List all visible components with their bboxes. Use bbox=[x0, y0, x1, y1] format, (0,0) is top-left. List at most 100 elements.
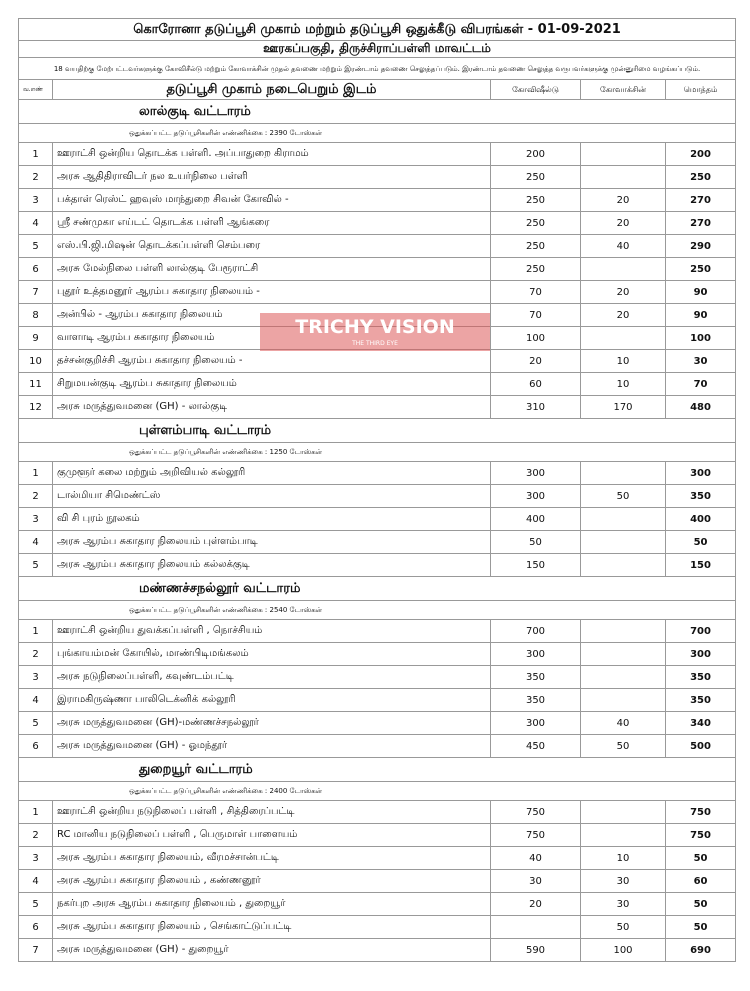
cell-place: இராமகிருஷ்ணா பாலிடெக்னிக் கல்லூரி bbox=[52, 688, 491, 712]
cell-place: வி சி புரம் நூலகம் bbox=[52, 507, 491, 531]
cell-total: 290 bbox=[664, 234, 737, 258]
cell-covishield: 200 bbox=[490, 142, 581, 166]
cell-covaxin bbox=[580, 553, 666, 577]
cell-covaxin: 20 bbox=[580, 280, 666, 304]
table-row: 4 ஸ்ரீ சண்முகா எய்டட் தொடக்க பள்ளி ஆங்கர… bbox=[18, 211, 737, 235]
table-row: 2 புங்காயம்மன் கோயில், மாண்பிடிமங்கலம் 3… bbox=[18, 642, 737, 666]
cell-place: அரசு மேல்நிலை பள்ளி லால்குடி பேரூராட்சி bbox=[52, 257, 491, 281]
table-row: 12 அரசு மருத்துவமனை (GH) - லால்குடி 310 … bbox=[18, 395, 737, 419]
cell-total: 300 bbox=[664, 642, 737, 666]
cell-sno: 4 bbox=[18, 211, 53, 235]
cell-sno: 3 bbox=[18, 846, 53, 870]
cell-covaxin: 30 bbox=[580, 869, 666, 893]
cell-sno: 3 bbox=[18, 188, 53, 212]
cell-total: 500 bbox=[664, 734, 737, 758]
cell-covishield: 350 bbox=[490, 688, 581, 712]
table-row: 10 தச்சன்குறிச்சி ஆரம்ப சுகாதார நிலையம் … bbox=[18, 349, 737, 373]
cell-total: 90 bbox=[664, 303, 737, 327]
cell-covishield: 450 bbox=[490, 734, 581, 758]
cell-total: 350 bbox=[664, 688, 737, 712]
cell-total: 340 bbox=[664, 711, 737, 735]
cell-sno: 1 bbox=[18, 800, 53, 824]
cell-total: 100 bbox=[664, 326, 737, 350]
header-place: தடுப்பூசி முகாம் நடைபெறும் இடம் bbox=[52, 79, 491, 100]
cell-covaxin bbox=[580, 800, 666, 824]
cell-covaxin bbox=[580, 326, 666, 350]
section-header: லால்குடி வட்டாரம் bbox=[17, 99, 737, 124]
cell-covishield: 40 bbox=[490, 846, 581, 870]
cell-place: டால்மியா சிமெண்ட்ஸ் bbox=[52, 484, 491, 508]
cell-covishield: 60 bbox=[490, 372, 581, 396]
cell-covishield: 30 bbox=[490, 869, 581, 893]
cell-total: 30 bbox=[664, 349, 737, 373]
cell-covishield: 100 bbox=[490, 326, 581, 350]
cell-covishield: 50 bbox=[490, 530, 581, 554]
cell-place: அரசு ஆரம்ப சுகாதார நிலையம் , செங்காட்டுப… bbox=[52, 915, 491, 939]
cell-total: 60 bbox=[664, 869, 737, 893]
cell-covishield: 20 bbox=[490, 892, 581, 916]
cell-total: 270 bbox=[664, 211, 737, 235]
cell-covaxin bbox=[580, 257, 666, 281]
table-row: 5 நகர்புற அரசு ஆரம்ப சுகாதார நிலையம் , த… bbox=[18, 892, 737, 916]
cell-sno: 9 bbox=[18, 326, 53, 350]
cell-sno: 10 bbox=[18, 349, 53, 373]
cell-covaxin bbox=[580, 165, 666, 189]
cell-covaxin bbox=[580, 823, 666, 847]
cell-total: 750 bbox=[664, 823, 737, 847]
cell-covaxin: 40 bbox=[580, 234, 666, 258]
cell-covishield: 300 bbox=[490, 642, 581, 666]
cell-sno: 4 bbox=[18, 869, 53, 893]
section-name: துறையூர் வட்டாரம் bbox=[17, 757, 737, 782]
cell-place: புதூர் உத்தமனூர் ஆரம்ப சுகாதார நிலையம் - bbox=[52, 280, 491, 304]
table-row: 5 அரசு மருத்துவமனை (GH)-மண்ணச்சநல்லூர் 3… bbox=[18, 711, 737, 735]
cell-place: அரசு மருத்துவமனை (GH) - லால்குடி bbox=[52, 395, 491, 419]
cell-total: 350 bbox=[664, 665, 737, 689]
cell-covishield: 750 bbox=[490, 800, 581, 824]
table-row: 4 அரசு ஆரம்ப சுகாதார நிலையம் , கண்ணனூர் … bbox=[18, 869, 737, 893]
header-covishield: கோவிஷீல்டு bbox=[490, 79, 581, 100]
page-subtitle: ஊரகப்பகுதி, திருச்சிராப்பள்ளி மாவட்டம் bbox=[17, 40, 737, 58]
cell-place: அரசு ஆதிதிராவிடர் நல உயர்நிலை பள்ளி bbox=[52, 165, 491, 189]
section-header: புள்ளம்பாடி வட்டாரம் bbox=[17, 418, 737, 443]
cell-sno: 1 bbox=[18, 142, 53, 166]
cell-place: சிறுமயன்குடி ஆரம்ப சுகாதார நிலையம் bbox=[52, 372, 491, 396]
table-row: 3 அரசு ஆரம்ப சுகாதார நிலையம், வீரமச்சான்… bbox=[18, 846, 737, 870]
cell-covishield: 590 bbox=[490, 938, 581, 962]
cell-covishield: 150 bbox=[490, 553, 581, 577]
cell-sno: 5 bbox=[18, 711, 53, 735]
cell-sno: 11 bbox=[18, 372, 53, 396]
cell-covishield: 250 bbox=[490, 165, 581, 189]
header-sno: வ.எண் bbox=[18, 79, 53, 100]
cell-covishield: 20 bbox=[490, 349, 581, 373]
cell-place: அரசு ஆரம்ப சுகாதார நிலையம் கல்லக்குடி bbox=[52, 553, 491, 577]
table-row: 1 குமுளூர் கலை மற்றும் அறிவியல் கல்லூரி … bbox=[18, 461, 737, 485]
cell-covishield: 250 bbox=[490, 257, 581, 281]
cell-total: 700 bbox=[664, 619, 737, 643]
dose-row: ஒதுக்கப்பட்ட தடுப்பூசிகளின் எண்ணிக்கை : … bbox=[17, 781, 737, 801]
table-row: 1 ஊராட்சி ஒன்றிய நடுநிலைப் பள்ளி , சித்த… bbox=[18, 800, 737, 824]
cell-place: அரசு ஆரம்ப சுகாதார நிலையம் புள்ளம்பாடி bbox=[52, 530, 491, 554]
cell-place: எஸ்.பி.ஜி.மிஷன் தொடக்கப்பள்ளி செம்பரை bbox=[52, 234, 491, 258]
cell-total: 50 bbox=[664, 846, 737, 870]
dose-row: ஒதுக்கப்பட்ட தடுப்பூசிகளின் எண்ணிக்கை : … bbox=[17, 442, 737, 462]
cell-covishield: 70 bbox=[490, 303, 581, 327]
dose-allocation: ஒதுக்கப்பட்ட தடுப்பூசிகளின் எண்ணிக்கை : … bbox=[17, 442, 737, 462]
cell-place: நகர்புற அரசு ஆரம்ப சுகாதார நிலையம் , துற… bbox=[52, 892, 491, 916]
cell-total: 50 bbox=[664, 892, 737, 916]
cell-covishield: 250 bbox=[490, 234, 581, 258]
cell-place: ஊராட்சி ஒன்றிய நடுநிலைப் பள்ளி , சித்திர… bbox=[52, 800, 491, 824]
cell-sno: 3 bbox=[18, 665, 53, 689]
cell-sno: 8 bbox=[18, 303, 53, 327]
table-row: 4 இராமகிருஷ்ணா பாலிடெக்னிக் கல்லூரி 350 … bbox=[18, 688, 737, 712]
cell-total: 300 bbox=[664, 461, 737, 485]
cell-place: பக்தாள் ரெஸ்ட் ஹவுஸ் மாந்துறை சிவன் கோவி… bbox=[52, 188, 491, 212]
table-row: 11 சிறுமயன்குடி ஆரம்ப சுகாதார நிலையம் 60… bbox=[18, 372, 737, 396]
cell-covaxin bbox=[580, 461, 666, 485]
cell-covishield: 400 bbox=[490, 507, 581, 531]
cell-total: 150 bbox=[664, 553, 737, 577]
cell-place: ஊராட்சி ஒன்றிய தொடக்க பள்ளி. அப்பாதுறை க… bbox=[52, 142, 491, 166]
cell-sno: 6 bbox=[18, 257, 53, 281]
cell-total: 480 bbox=[664, 395, 737, 419]
cell-covaxin: 100 bbox=[580, 938, 666, 962]
table-row: 7 அரசு மருத்துவமனை (GH) - துறையூர் 590 1… bbox=[18, 938, 737, 962]
